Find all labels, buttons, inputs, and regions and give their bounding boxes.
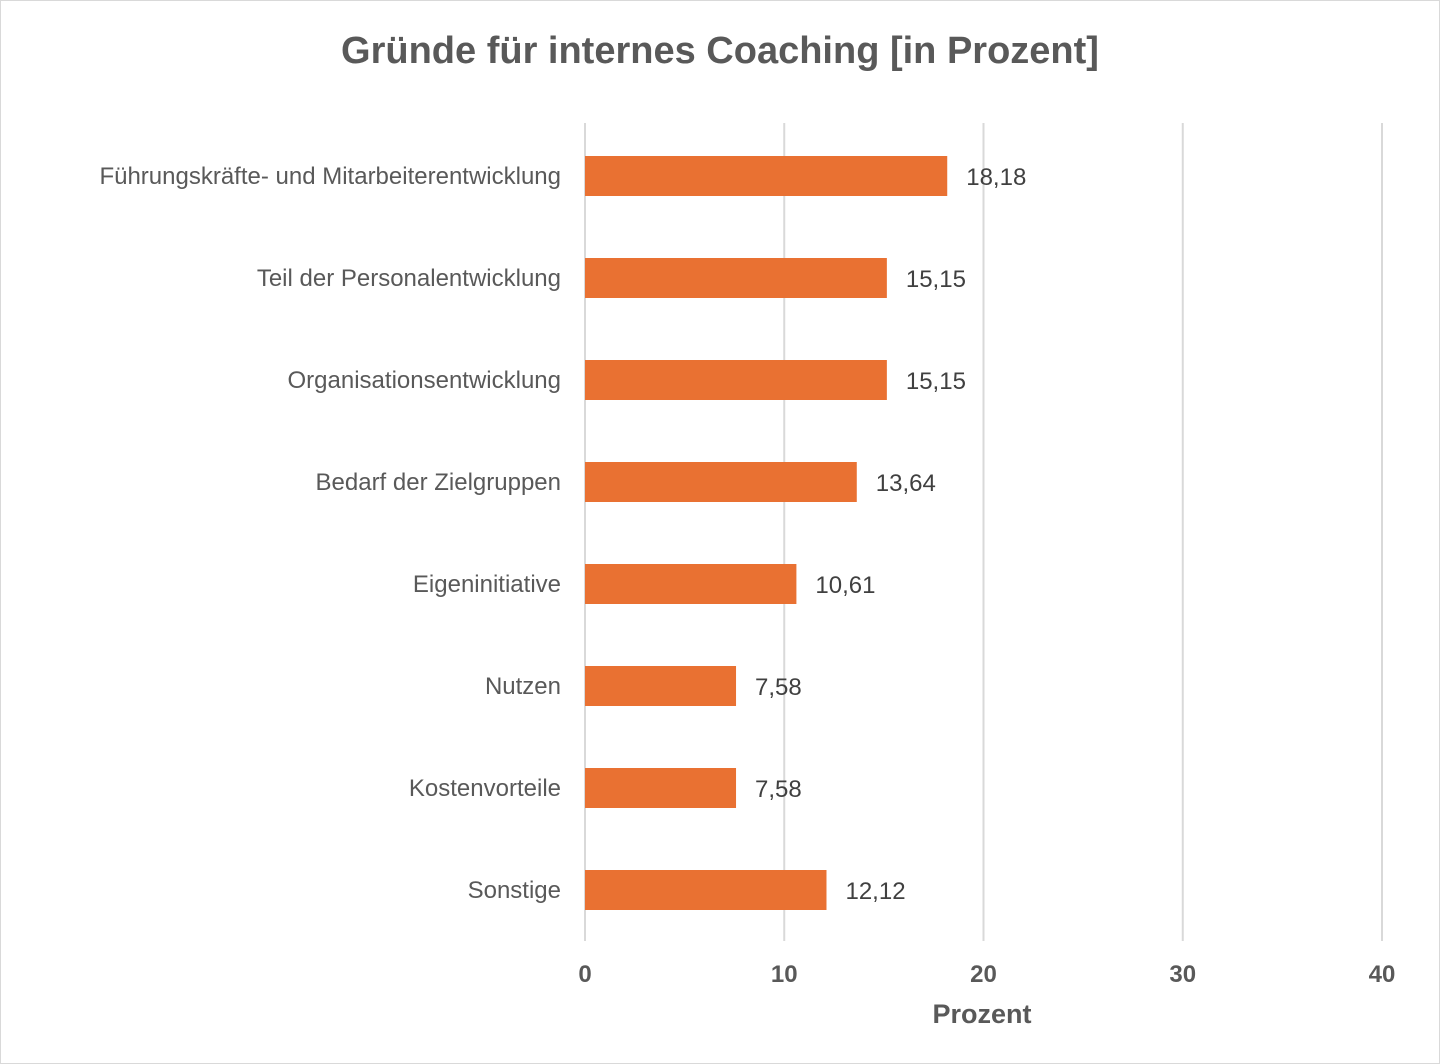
x-axis-title: Prozent (932, 999, 1031, 1029)
data-label: 7,58 (755, 776, 802, 803)
data-label: 15,15 (906, 266, 966, 293)
bars (585, 156, 948, 910)
bar (585, 768, 737, 808)
x-tick-label: 40 (1369, 961, 1396, 988)
data-label: 12,12 (845, 878, 905, 905)
x-tick-label: 30 (1169, 961, 1196, 988)
data-label: 15,15 (906, 368, 966, 395)
category-labels: Führungskräfte- und Mitarbeiterentwicklu… (99, 163, 561, 904)
x-tick-label: 0 (578, 961, 591, 988)
x-tick-labels: 0 10 20 30 40 (578, 961, 1395, 988)
bar (585, 258, 887, 298)
x-tick-label: 20 (970, 961, 997, 988)
bar (585, 564, 797, 604)
category-label: Eigeninitiative (413, 571, 561, 598)
bar (585, 156, 948, 196)
bar (585, 462, 857, 502)
bar (585, 360, 887, 400)
category-label: Sonstige (468, 877, 561, 904)
data-label: 7,58 (755, 674, 802, 701)
category-label: Kostenvorteile (409, 775, 561, 802)
data-labels: 18,18 15,15 15,15 13,64 10,61 7,58 7,58 12,12 (755, 164, 1026, 905)
chart-title: Gründe für internes Coaching [in Prozent… (341, 30, 1099, 72)
x-tick-label: 10 (771, 961, 798, 988)
data-label: 13,64 (876, 470, 936, 497)
data-label: 10,61 (815, 572, 875, 599)
bar (585, 666, 737, 706)
category-label: Nutzen (485, 673, 561, 700)
category-label: Teil der Personalentwicklung (257, 265, 561, 292)
bar (585, 870, 827, 910)
gridlines (584, 123, 1383, 941)
category-label: Bedarf der Zielgruppen (316, 469, 561, 496)
category-label: Führungskräfte- und Mitarbeiterentwicklu… (99, 163, 561, 190)
category-label: Organisationsentwicklung (288, 367, 561, 394)
data-label: 18,18 (966, 164, 1026, 191)
